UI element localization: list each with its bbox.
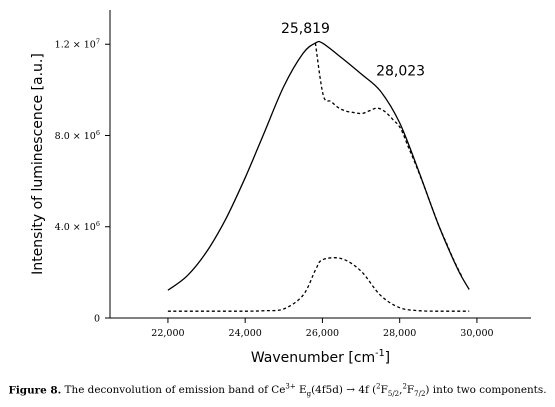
y-tick-label: 4.0 × 106 — [55, 220, 100, 233]
series-layer — [167, 40, 470, 312]
y-tick-label: 0 — [94, 314, 100, 325]
x-tick-label: 22,000 — [151, 328, 184, 339]
emission-chart: 22,000 24,000 26,000 28,000 30,000 0 4.0 × 10… — [30, 10, 531, 366]
x-tick-label: 30,000 — [460, 328, 493, 339]
peak-label: 28,023 — [376, 64, 425, 80]
peak-label: 25,819 — [281, 21, 330, 37]
x-tick-label: 26,000 — [306, 328, 339, 339]
y-tick-label: 8.0 × 106 — [55, 129, 100, 142]
plot-frame — [109, 10, 531, 319]
x-axis-title: Wavenumber [cm-1] — [251, 348, 390, 366]
x-tick-label: 24,000 — [229, 328, 262, 339]
series-line-dashed-component — [314, 43, 463, 278]
y-axis-title: Intensity of luminescence [a.u.] — [30, 53, 46, 275]
x-tick-label: 28,000 — [383, 328, 416, 339]
caption-label: Figure 8. — [8, 384, 62, 397]
series-line-dashed — [167, 257, 470, 312]
x-axis-ticks: 22,000 24,000 26,000 28,000 30,000 — [151, 318, 494, 339]
y-axis-ticks: 0 4.0 × 106 8.0 × 106 1.2 × 107 — [55, 38, 110, 325]
annotation-layer: 25,819 28,023 — [281, 21, 425, 79]
figure-caption: Figure 8. The deconvolution of emission … — [0, 383, 555, 399]
y-tick-label: 1.2 × 107 — [55, 38, 100, 51]
caption-text: The deconvolution of emission band of Ce… — [61, 383, 547, 399]
